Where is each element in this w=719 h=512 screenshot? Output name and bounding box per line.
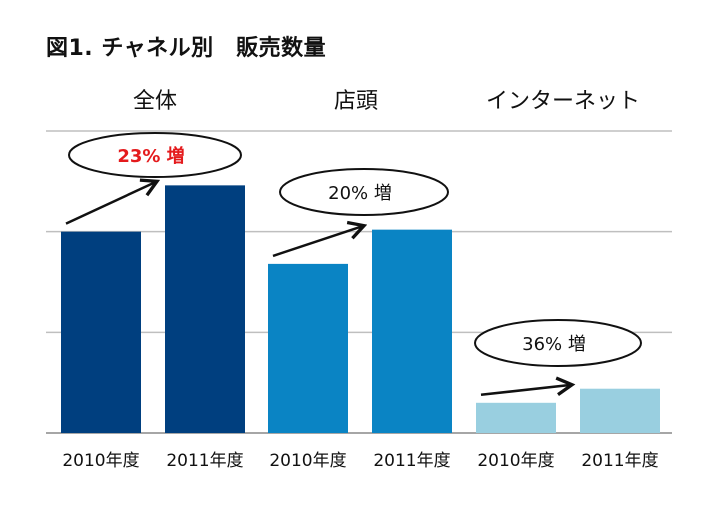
group-label: 全体	[133, 89, 177, 114]
growth-arrow	[272, 226, 364, 258]
bar	[165, 185, 245, 433]
bar	[476, 402, 556, 433]
group-label: インターネット	[486, 89, 640, 114]
annotation-ellipse	[474, 319, 642, 367]
x-tick-label: 2011年度	[373, 451, 450, 471]
growth-arrow	[65, 181, 157, 225]
annotation-label: 23% 増	[117, 145, 184, 167]
x-tick-label: 2010年度	[477, 451, 554, 471]
bar	[580, 388, 660, 433]
group-label: 店頭	[334, 89, 378, 114]
annotation-label: 36% 増	[522, 334, 586, 355]
x-tick-label: 2010年度	[269, 451, 346, 471]
bar	[372, 229, 452, 433]
annotation-ellipse	[68, 132, 242, 178]
annotation-ellipse	[279, 168, 449, 216]
growth-arrow	[480, 385, 572, 397]
bar	[61, 231, 141, 433]
annotation-label: 20% 増	[328, 183, 392, 204]
bar	[268, 263, 348, 433]
x-tick-label: 2011年度	[581, 451, 658, 471]
chart-title: 図1. チャネル別 販売数量	[46, 36, 327, 61]
x-tick-label: 2010年度	[62, 451, 139, 471]
x-tick-label: 2011年度	[166, 451, 243, 471]
